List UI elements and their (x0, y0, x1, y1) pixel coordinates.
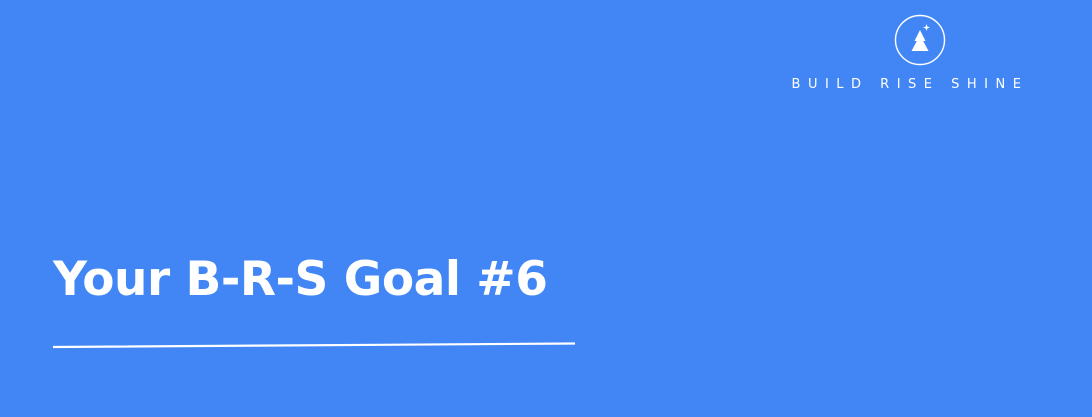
logo: BUILD RISE SHINE (740, 12, 1080, 102)
page-title: Your B-R-S Goal #6 (53, 252, 548, 307)
title-underline (53, 341, 575, 349)
brand-name: BUILD RISE SHINE (791, 77, 1029, 92)
tree-sparkle-icon (894, 14, 946, 66)
